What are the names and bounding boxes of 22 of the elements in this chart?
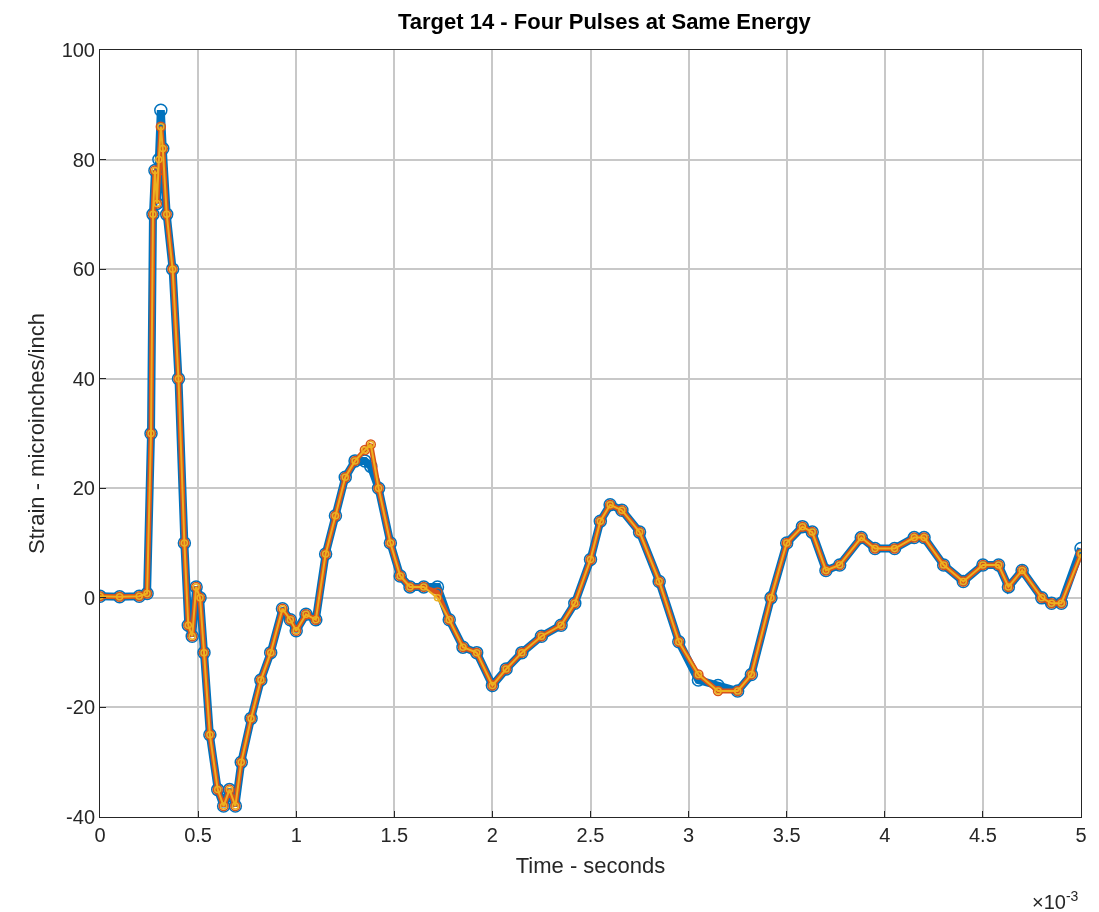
x-tick-label: 0.5	[184, 824, 213, 846]
x-tick-label: 4	[879, 824, 891, 846]
y-tick-label: 0	[83, 586, 95, 609]
y-tick-label: 60	[72, 258, 95, 281]
chart-title: Target 14 - Four Pulses at Same Energy	[398, 9, 812, 35]
x-axis-title: Time - seconds	[515, 852, 666, 878]
y-tick-label: -40	[66, 806, 95, 828]
x-tick-label: 1.5	[380, 824, 409, 846]
x-tick-label: 3.5	[772, 824, 801, 846]
y-tick-label: 40	[72, 367, 95, 390]
x-tick-label: 2.5	[576, 824, 605, 846]
x-tick-label: 5	[1075, 824, 1087, 846]
y-tick-label: -20	[66, 696, 95, 719]
y-tick-label: 20	[72, 477, 95, 500]
text: ×10$^{-3}$	[1032, 888, 1079, 912]
x-tick-label: 4.5	[968, 824, 997, 846]
y-tick-label: 80	[72, 148, 95, 171]
y-tick-label: 100	[61, 39, 95, 61]
y-axis-title: Strain - microinches/inch	[24, 313, 50, 554]
x-tick-label: 2	[486, 824, 498, 846]
x-tick-label: 1	[290, 824, 302, 846]
x-tick-label: 3	[683, 824, 695, 846]
